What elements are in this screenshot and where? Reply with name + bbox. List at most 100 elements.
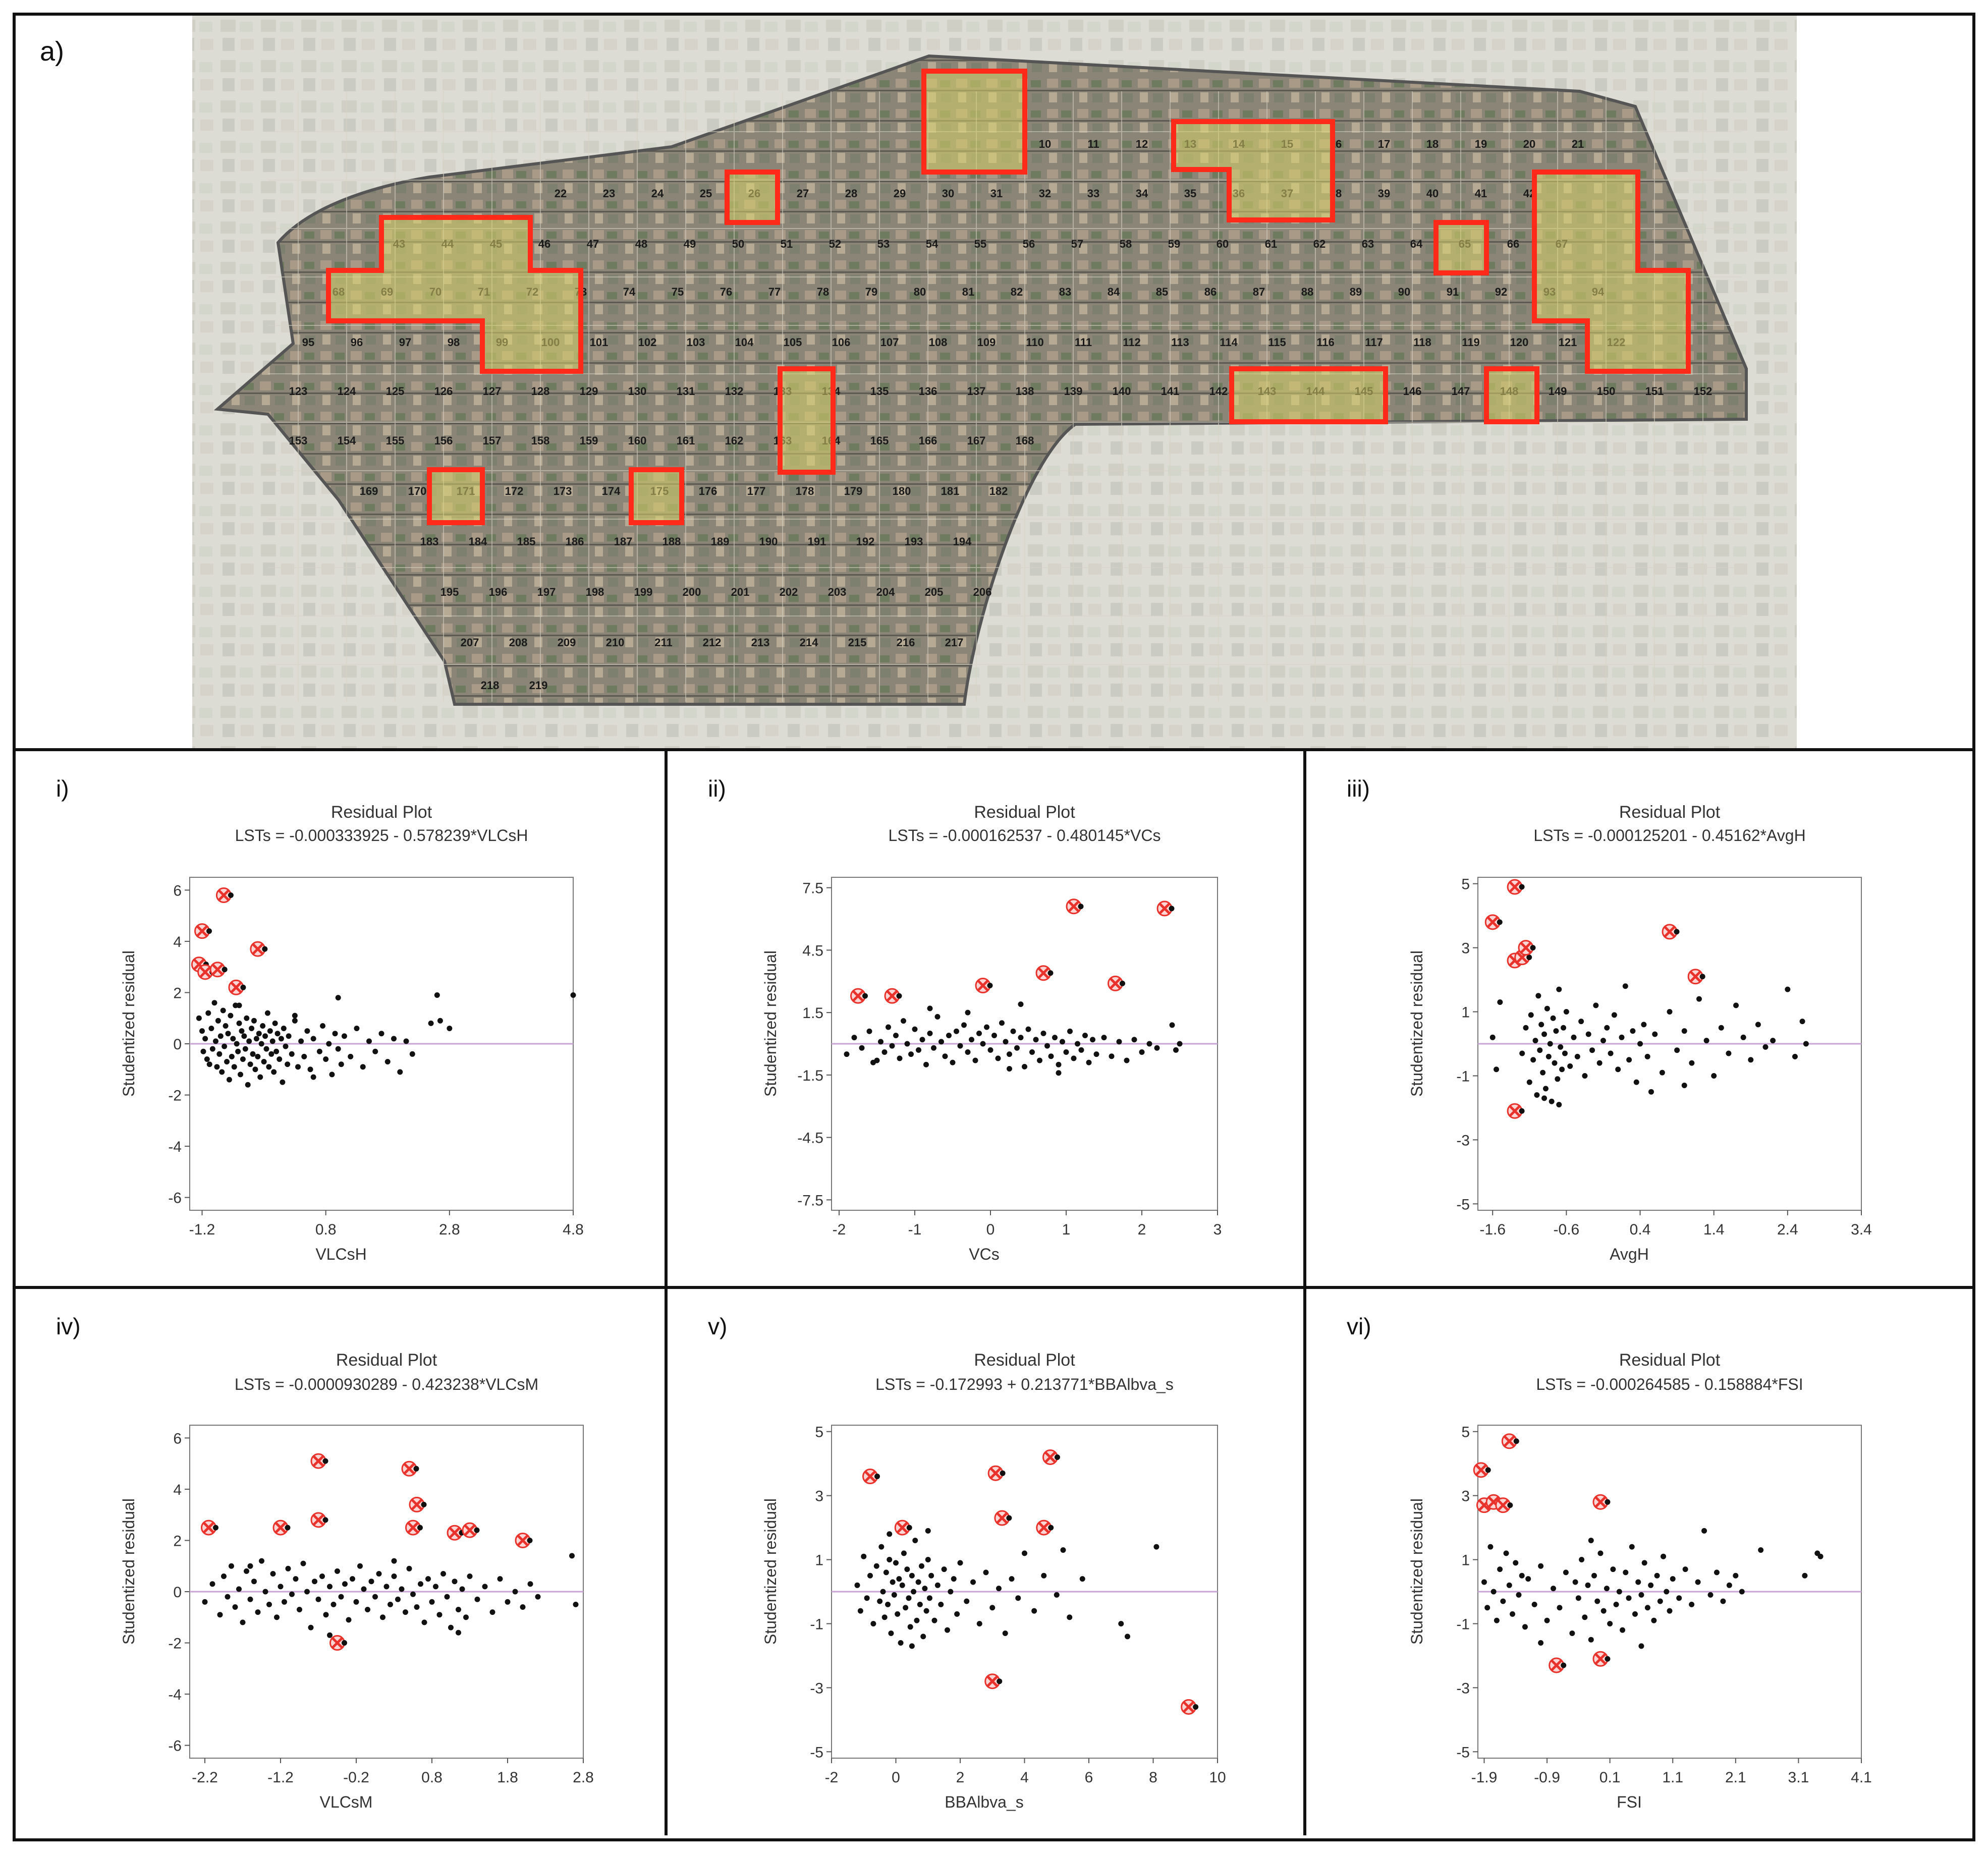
- data-point: [927, 1030, 933, 1036]
- grid-cell-label: 22: [555, 187, 567, 200]
- grid-cell-label: 204: [876, 586, 895, 598]
- data-point: [418, 1581, 423, 1587]
- data-point: [1682, 1566, 1688, 1572]
- data-point: [1770, 1038, 1776, 1044]
- data-point: [202, 1036, 208, 1042]
- data-point: [240, 1056, 246, 1062]
- y-tick-label: -7.5: [797, 1192, 823, 1209]
- data-point: [948, 1589, 954, 1595]
- grid-cell-label: 35: [1184, 187, 1196, 200]
- data-point: [1563, 1009, 1569, 1015]
- grid-cell-label: 32: [1039, 187, 1051, 200]
- data-point: [505, 1599, 511, 1605]
- grid-cell-label: 199: [634, 586, 653, 598]
- grid-cell-label: 116: [1316, 336, 1335, 349]
- grid-cell-label: 84: [1108, 286, 1120, 298]
- data-point: [215, 1018, 221, 1024]
- data-point: [1118, 1620, 1124, 1626]
- data-point: [1755, 1022, 1761, 1028]
- y-tick-label: 0: [173, 1584, 182, 1601]
- data-point: [859, 1045, 865, 1051]
- data-point: [292, 1013, 298, 1019]
- data-point: [915, 1579, 921, 1585]
- data-point: [354, 1026, 360, 1032]
- data-point: [1689, 1601, 1695, 1607]
- grid-cell-label: 11: [1087, 138, 1099, 150]
- data-point: [1762, 1044, 1769, 1050]
- data-point: [1029, 1049, 1035, 1055]
- data-point: [236, 1020, 242, 1026]
- outlier-marker: [984, 1673, 1003, 1690]
- data-point: [870, 1059, 876, 1065]
- grid-cell-label: 109: [977, 336, 996, 349]
- data-point: [912, 1026, 918, 1032]
- outlier-marker: [228, 979, 246, 995]
- data-point: [1714, 1569, 1720, 1576]
- grid-cell-label: 214: [800, 636, 818, 649]
- panel-label: vi): [1347, 1313, 1371, 1339]
- data-point: [293, 1576, 299, 1582]
- grid-cell-label: 90: [1398, 286, 1410, 298]
- data-point: [1538, 1563, 1544, 1569]
- data-point: [1585, 1031, 1591, 1037]
- data-point: [301, 1053, 307, 1059]
- data-point: [1648, 1582, 1654, 1588]
- data-point: [348, 1053, 354, 1059]
- grid-cell-label: 121: [1559, 336, 1577, 349]
- grid-cell-label: 219: [529, 679, 548, 692]
- data-point: [255, 1053, 261, 1059]
- grid-cell-label: 34: [1136, 187, 1148, 200]
- data-point: [851, 1035, 857, 1041]
- highlight-box: [1484, 366, 1539, 424]
- x-tick-label: -2: [825, 1769, 839, 1786]
- data-point: [1014, 1045, 1020, 1051]
- x-tick-label: 2.8: [573, 1769, 594, 1786]
- data-point: [456, 1630, 461, 1636]
- data-point: [251, 1018, 257, 1024]
- data-point: [1037, 1057, 1042, 1063]
- data-point: [220, 1007, 226, 1014]
- data-point: [976, 1620, 982, 1626]
- data-point: [925, 1557, 931, 1563]
- data-point: [1626, 1057, 1632, 1063]
- data-point: [972, 1057, 978, 1063]
- data-point: [1497, 999, 1503, 1005]
- data-point: [262, 1033, 268, 1039]
- data-point: [1695, 1579, 1701, 1585]
- chart-subtitle: LSTs = -0.000333925 - 0.578239*VLCsH: [235, 826, 528, 845]
- data-point: [1523, 1025, 1529, 1031]
- data-point: [433, 1584, 438, 1590]
- outlier-marker: [1507, 1103, 1525, 1119]
- data-point: [995, 1055, 1001, 1061]
- data-point: [403, 1038, 409, 1044]
- outlier-marker: [310, 1512, 328, 1528]
- data-point: [1534, 1092, 1540, 1098]
- data-point: [388, 1601, 393, 1607]
- grid-cell-label: 27: [797, 187, 809, 200]
- data-point: [1553, 1028, 1559, 1034]
- data-point: [965, 1009, 971, 1016]
- outlier-marker: [850, 988, 868, 1004]
- data-point: [410, 1591, 416, 1597]
- data-point: [1707, 1592, 1714, 1598]
- grid-cell-label: 23: [603, 187, 615, 200]
- grid-cell-label: 60: [1217, 238, 1229, 250]
- outlier-marker: [1518, 940, 1536, 956]
- x-tick-label: -0.9: [1534, 1769, 1560, 1786]
- data-point: [1497, 1566, 1503, 1572]
- data-point: [1718, 1025, 1724, 1031]
- data-point: [916, 1047, 921, 1053]
- grid-cell-label: 125: [386, 385, 405, 398]
- figure: a): [13, 13, 1975, 1841]
- grid-cell-label: 203: [828, 586, 847, 598]
- data-point: [844, 1051, 850, 1057]
- y-tick-label: -5: [1456, 1196, 1470, 1213]
- data-point: [436, 1612, 443, 1618]
- data-point: [1513, 1560, 1519, 1566]
- data-point: [1093, 1051, 1099, 1057]
- x-tick-label: -2.2: [192, 1769, 218, 1786]
- data-point: [911, 1589, 917, 1595]
- grid-cell-label: 74: [623, 286, 636, 298]
- data-point: [320, 1023, 326, 1029]
- data-point: [285, 1061, 291, 1068]
